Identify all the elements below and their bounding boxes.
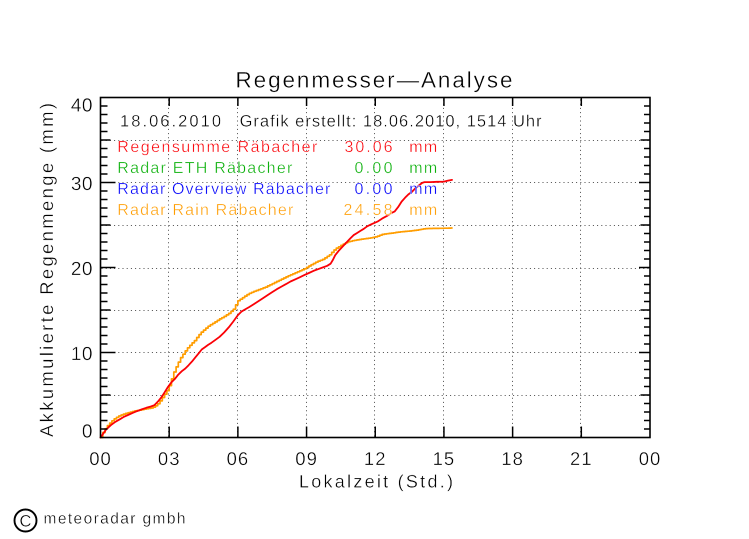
svg-text:21: 21 [570, 448, 593, 469]
svg-text:0.00: 0.00 [355, 181, 393, 198]
svg-text:15: 15 [433, 448, 456, 469]
svg-text:06: 06 [227, 448, 250, 469]
svg-text:00: 00 [89, 448, 112, 469]
svg-text:0.00: 0.00 [355, 160, 393, 177]
svg-text:Akkumulierte Regenmenge (mm): Akkumulierte Regenmenge (mm) [36, 103, 57, 437]
svg-text:40: 40 [71, 95, 93, 116]
svg-text:09: 09 [295, 448, 318, 469]
svg-text:18: 18 [501, 448, 524, 469]
svg-text:mm: mm [409, 139, 437, 156]
svg-text:Lokalzeit (Std.): Lokalzeit (Std.) [299, 472, 453, 492]
svg-text:00: 00 [639, 448, 662, 469]
svg-text:24.58: 24.58 [344, 202, 393, 219]
svg-text:meteoradar gmbh: meteoradar gmbh [44, 510, 186, 527]
svg-text:10: 10 [71, 344, 93, 365]
svg-text:Grafik erstellt: 18.06.2010, 1: Grafik erstellt: 18.06.2010, 1514 Uhr [240, 112, 542, 130]
svg-text:Regensumme Räbacher: Regensumme Räbacher [117, 139, 318, 156]
svg-text:30.06: 30.06 [345, 139, 393, 156]
svg-text:Radar Overview Räbacher: Radar Overview Räbacher [117, 181, 331, 198]
svg-text:C: C [20, 513, 32, 531]
svg-text:Radar ETH Räbacher: Radar ETH Räbacher [117, 160, 293, 177]
svg-text:Regenmesser—Analyse: Regenmesser—Analyse [236, 68, 513, 93]
svg-text:mm: mm [409, 202, 437, 219]
svg-text:mm: mm [409, 160, 437, 177]
svg-text:20: 20 [71, 259, 93, 280]
svg-text:12: 12 [364, 448, 387, 469]
svg-text:0: 0 [82, 421, 93, 442]
svg-text:03: 03 [158, 448, 181, 469]
svg-text:Radar Rain Räbacher: Radar Rain Räbacher [117, 202, 294, 219]
svg-text:30: 30 [71, 174, 93, 195]
svg-text:mm: mm [409, 181, 437, 198]
